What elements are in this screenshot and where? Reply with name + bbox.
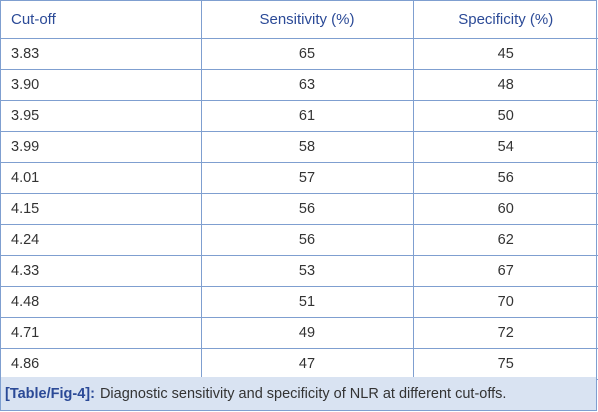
cell-specificity: 54 (413, 131, 598, 163)
cell-cutoff: 4.24 (1, 224, 202, 256)
cell-sensitivity: 57 (201, 162, 414, 194)
cell-specificity: 50 (413, 100, 598, 132)
cell-specificity: 72 (413, 317, 598, 349)
table-row: 4.33 53 67 (1, 255, 598, 287)
cell-cutoff: 3.95 (1, 100, 202, 132)
cell-cutoff: 4.01 (1, 162, 202, 194)
table-row: 4.86 47 75 (1, 348, 598, 380)
table-row: 3.83 65 45 (1, 38, 598, 70)
cell-specificity: 67 (413, 255, 598, 287)
cell-sensitivity: 49 (201, 317, 414, 349)
cell-specificity: 62 (413, 224, 598, 256)
table-row: 4.24 56 62 (1, 224, 598, 256)
cell-specificity: 45 (413, 38, 598, 70)
table-row: 4.48 51 70 (1, 286, 598, 318)
column-header-cutoff: Cut-off (1, 1, 202, 39)
table-row: 4.71 49 72 (1, 317, 598, 349)
table-body: 3.83 65 45 3.90 63 48 3.95 61 50 3.99 58 54 4.01 57 56… (1, 38, 598, 380)
data-table: Cut-off Sensitivity (%) Specificity (%) … (1, 1, 598, 380)
cell-cutoff: 4.15 (1, 193, 202, 225)
cell-sensitivity: 65 (201, 38, 414, 70)
cell-specificity: 60 (413, 193, 598, 225)
cell-cutoff: 3.99 (1, 131, 202, 163)
cell-cutoff: 3.90 (1, 69, 202, 101)
cell-cutoff: 3.83 (1, 38, 202, 70)
cell-sensitivity: 47 (201, 348, 414, 380)
cell-specificity: 48 (413, 69, 598, 101)
column-header-sensitivity: Sensitivity (%) (201, 1, 414, 39)
table-row: 3.95 61 50 (1, 100, 598, 132)
caption-text: Diagnostic sensitivity and specificity o… (99, 385, 507, 402)
table-row: 3.90 63 48 (1, 69, 598, 101)
cell-specificity: 75 (413, 348, 598, 380)
header-row: Cut-off Sensitivity (%) Specificity (%) (1, 1, 598, 39)
caption-tag: [Table/Fig-4]: (5, 385, 95, 402)
cell-sensitivity: 56 (201, 224, 414, 256)
cell-sensitivity: 63 (201, 69, 414, 101)
table-row: 4.01 57 56 (1, 162, 598, 194)
cell-specificity: 70 (413, 286, 598, 318)
cell-cutoff: 4.48 (1, 286, 202, 318)
table-caption: [Table/Fig-4]: Diagnostic sensitivity an… (1, 377, 596, 410)
cell-cutoff: 4.86 (1, 348, 202, 380)
cell-sensitivity: 51 (201, 286, 414, 318)
cell-sensitivity: 56 (201, 193, 414, 225)
table-row: 3.99 58 54 (1, 131, 598, 163)
cell-sensitivity: 53 (201, 255, 414, 287)
cell-cutoff: 4.71 (1, 317, 202, 349)
cell-sensitivity: 58 (201, 131, 414, 163)
cell-cutoff: 4.33 (1, 255, 202, 287)
table-row: 4.15 56 60 (1, 193, 598, 225)
cell-sensitivity: 61 (201, 100, 414, 132)
cell-specificity: 56 (413, 162, 598, 194)
column-header-specificity: Specificity (%) (413, 1, 598, 39)
